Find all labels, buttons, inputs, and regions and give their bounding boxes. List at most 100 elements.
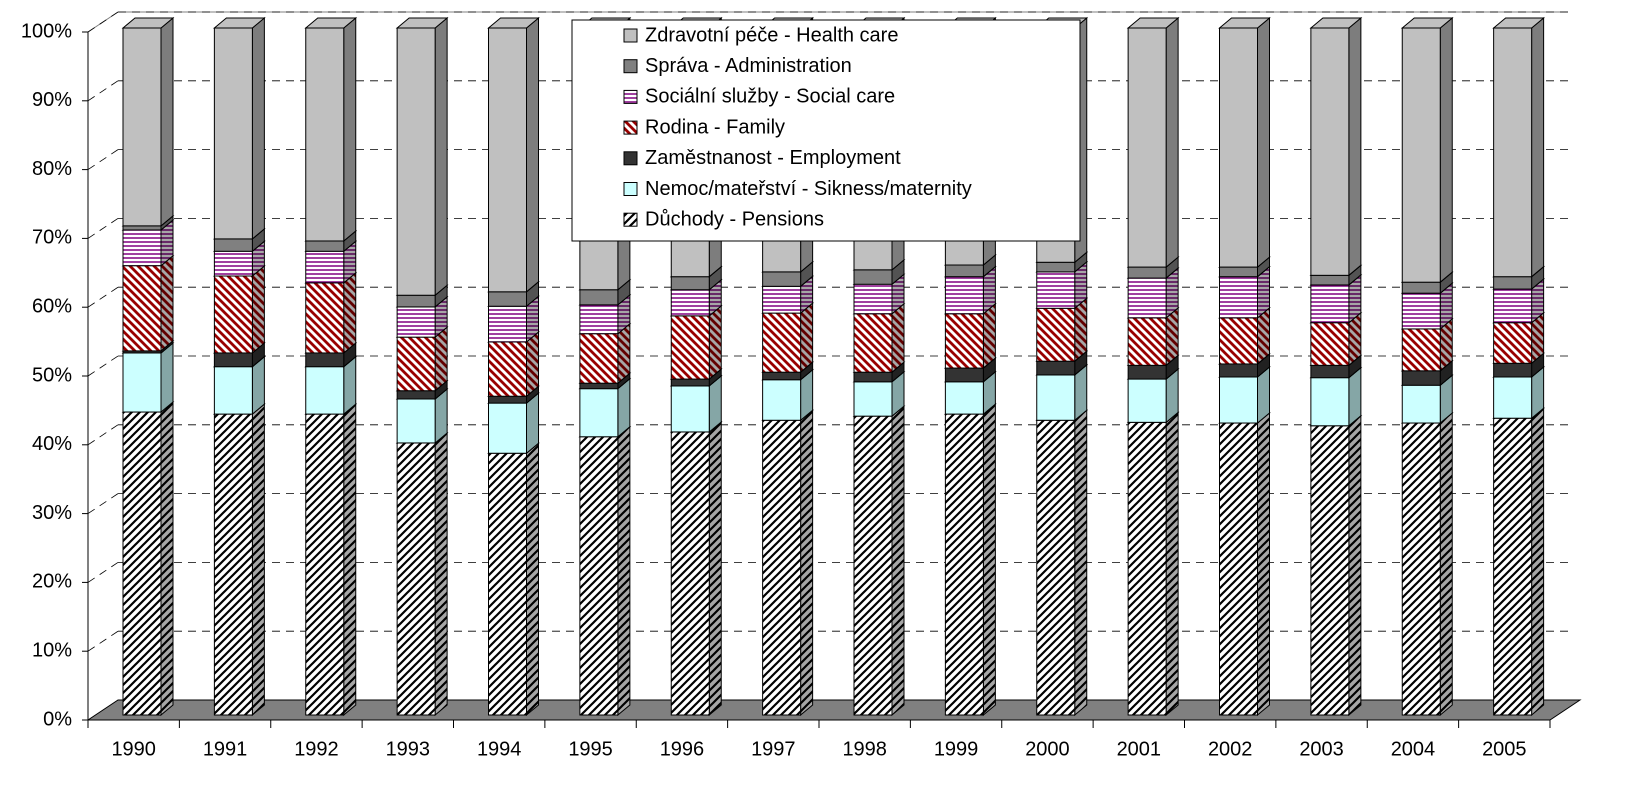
bar-side-shade: [1166, 257, 1179, 279]
bar-side-shade: [526, 393, 539, 454]
bar-segment: [1127, 317, 1167, 366]
bar-side-shade: [892, 406, 904, 715]
legend-label: Sociální služby - Social care: [645, 86, 895, 108]
bar-side-shade: [1074, 252, 1087, 272]
bar-side-shade: [526, 331, 539, 397]
bar-segment: [488, 291, 527, 307]
bar-side-shade: [1531, 366, 1544, 419]
legend-swatch: [623, 120, 638, 135]
legend-label: Zaměstnanost - Employment: [645, 147, 901, 169]
bar-side-shade: [435, 432, 448, 715]
bar-segment: [1401, 422, 1441, 716]
bar-side-shade: [1348, 274, 1361, 323]
bar-side-shade: [1348, 312, 1361, 366]
bar-side-shade: [892, 259, 904, 285]
bar-side-shade: [800, 362, 813, 380]
bar-side-shade: [1166, 268, 1179, 318]
legend-swatch: [623, 182, 638, 196]
bar-side-shade: [892, 274, 904, 314]
bar-segment: [762, 371, 802, 381]
bar-side-shade: [1166, 412, 1179, 715]
bar-side-shade: [1531, 18, 1544, 277]
bar-segment: [1127, 378, 1167, 423]
bar-side-shade: [1531, 312, 1544, 364]
bar-side-shade: [1531, 353, 1544, 377]
grid-line-wall: [87, 493, 119, 514]
x-tick-label: 2000: [1025, 738, 1070, 760]
bar-segment: [944, 276, 984, 315]
y-tick-label: 10%: [32, 639, 72, 661]
bar-segment: [670, 276, 710, 291]
bar-segment: [305, 27, 345, 242]
bar-segment: [305, 240, 345, 252]
bar-side-shade: [252, 356, 265, 415]
bar-side-shade: [252, 266, 265, 353]
bar-side-shade: [1348, 355, 1361, 378]
bar-side-shade: [800, 410, 813, 715]
bar-segment: [762, 379, 802, 421]
bar-side-shade: [161, 255, 173, 351]
bar-segment: [1310, 27, 1350, 276]
bar-segment: [762, 285, 802, 314]
x-tick-label: 1998: [842, 738, 887, 760]
bar-side-shade: [800, 261, 813, 287]
bar-segment: [213, 238, 253, 252]
bar-segment: [853, 313, 893, 373]
bar-segment: [1493, 27, 1533, 278]
bar-segment: [1401, 370, 1441, 386]
bar-side-shade: [800, 276, 813, 314]
bar-side-shade: [435, 380, 448, 399]
bar-segment: [670, 315, 710, 380]
legend-swatch: [623, 89, 638, 104]
bar-side-shade: [617, 323, 630, 384]
x-tick-label: 1996: [660, 738, 705, 760]
bar-segment: [1310, 425, 1350, 716]
legend-swatch: [623, 28, 638, 43]
bar-segment: [213, 352, 253, 368]
bar-segment: [213, 366, 253, 415]
grid-line-wall: [87, 562, 119, 583]
bar-segment: [1219, 363, 1258, 378]
x-tick-label: 1992: [294, 738, 339, 760]
bar-segment: [579, 304, 619, 335]
bar-segment: [853, 381, 893, 417]
bar-side-shade: [343, 404, 356, 715]
bar-side-shade: [800, 369, 813, 421]
bar-side-shade: [435, 327, 448, 391]
bar-segment: [396, 27, 436, 296]
bar-segment: [579, 333, 619, 384]
x-tick-label: 1997: [751, 738, 796, 760]
x-tick-label: 1999: [934, 738, 979, 760]
y-tick-label: 40%: [32, 433, 72, 455]
bar-segment: [1493, 276, 1533, 290]
bar-segment: [1219, 317, 1258, 365]
bar-segment: [1036, 261, 1076, 273]
bar-segment: [1219, 276, 1258, 319]
bar-segment: [1127, 27, 1167, 268]
grid-line-wall: [87, 286, 119, 308]
bar-segment: [670, 385, 710, 433]
x-tick-label: 1995: [568, 738, 613, 760]
bar-segment: [1310, 284, 1350, 324]
legend-swatch: [623, 59, 638, 74]
bar-segment: [213, 275, 253, 354]
bar-side-shade: [1257, 413, 1270, 715]
bar-side-shade: [709, 421, 722, 715]
bar-side-shade: [1166, 355, 1179, 380]
bar-side-shade: [1166, 369, 1179, 423]
bar-segment: [488, 305, 527, 343]
bar-segment: [305, 250, 345, 284]
bar-segment: [1310, 364, 1350, 379]
bar-segment: [305, 413, 345, 716]
bar-segment: [1493, 417, 1533, 716]
bar-side-shade: [1440, 18, 1453, 283]
x-tick-label: 2004: [1391, 738, 1436, 760]
legend-box: [571, 19, 1081, 242]
bar-side-shade: [1074, 351, 1087, 375]
bar-segment: [1401, 384, 1441, 424]
bar-side-shade: [1531, 408, 1544, 715]
bar-side-shade: [252, 342, 265, 367]
bar-side-shade: [343, 18, 356, 241]
bar-side-shade: [252, 241, 265, 277]
